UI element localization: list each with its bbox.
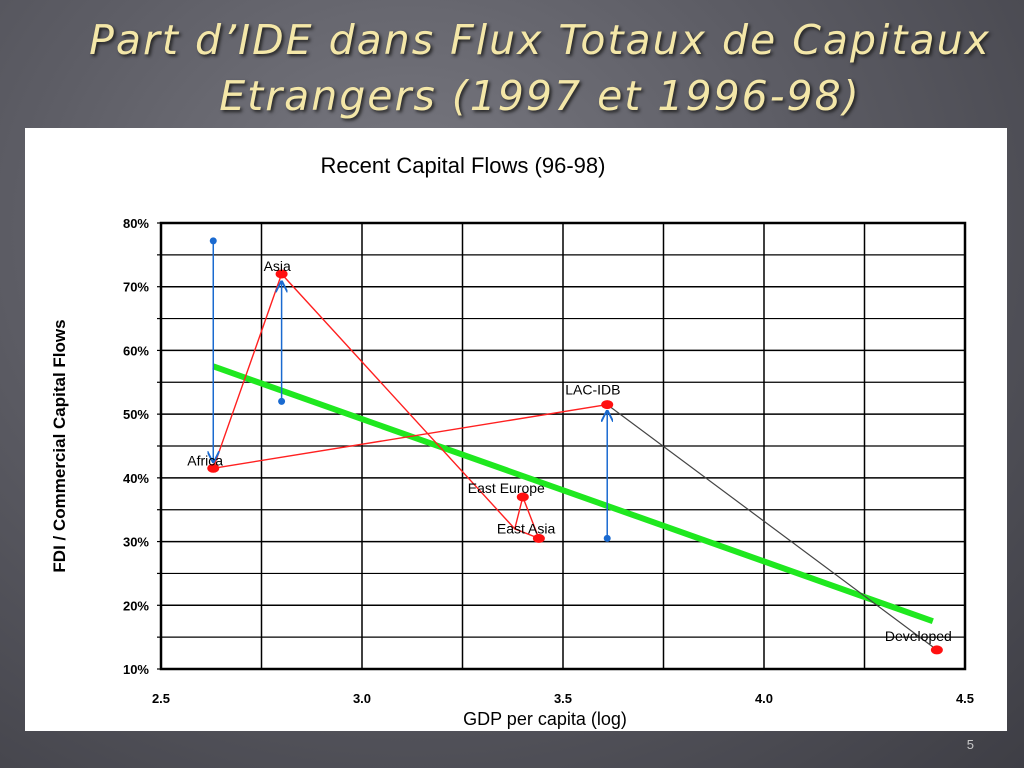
point-label: Asia xyxy=(264,258,291,274)
point-label: Developed xyxy=(885,628,952,644)
point-label: LAC-IDB xyxy=(565,382,620,398)
data-point xyxy=(516,492,529,502)
x-tick-label: 3.5 xyxy=(554,691,572,706)
slide-title-line1: Part d’IDE dans Flux Totaux de Capitaux xyxy=(89,16,991,64)
slide-title: Part d’IDE dans Flux Totaux de Capitaux … xyxy=(40,12,1024,124)
data-point xyxy=(275,269,288,279)
chart-panel: Recent Capital Flows (96-98) 10% 20% 30% 40%… xyxy=(25,128,1007,731)
capital-flows-chart: Recent Capital Flows (96-98) 10% 20% 30% 40%… xyxy=(50,153,974,729)
x-tick-label: 4.5 xyxy=(956,691,974,706)
y-axis-label: FDI / Commercial Capital Flows xyxy=(50,319,69,572)
point-label: East Europe xyxy=(468,480,545,496)
trend-line xyxy=(212,363,934,625)
x-tick-label: 3.0 xyxy=(353,691,371,706)
data-point xyxy=(532,533,545,543)
x-tick-label: 4.0 xyxy=(755,691,773,706)
plot-frame xyxy=(159,221,967,671)
y-tick-label: 80% xyxy=(123,216,149,231)
chart-title: Recent Capital Flows (96-98) xyxy=(321,153,606,178)
arrow-start-dot xyxy=(603,534,611,542)
page-number: 5 xyxy=(966,737,974,752)
data-point xyxy=(207,463,220,473)
y-tick-label: 60% xyxy=(123,343,149,358)
point-label: East Asia xyxy=(497,520,556,536)
africa-lac-path xyxy=(213,403,608,469)
data-point xyxy=(930,645,943,655)
y-tick-label: 40% xyxy=(123,471,149,486)
y-tick-label: 70% xyxy=(123,280,149,295)
data-point xyxy=(601,400,614,410)
y-tick-label: 30% xyxy=(123,535,149,550)
y-tick-label: 10% xyxy=(123,662,149,677)
point-label: Africa xyxy=(187,452,223,468)
y-tick-label: 20% xyxy=(123,598,149,613)
x-tick-label: 2.5 xyxy=(152,691,170,706)
x-axis-label: GDP per capita (log) xyxy=(463,709,627,729)
lac-developed-path xyxy=(606,404,938,651)
slide-title-line2: Etrangers (1997 et 1996-98) xyxy=(219,72,861,120)
y-tick-label: 50% xyxy=(123,407,149,422)
